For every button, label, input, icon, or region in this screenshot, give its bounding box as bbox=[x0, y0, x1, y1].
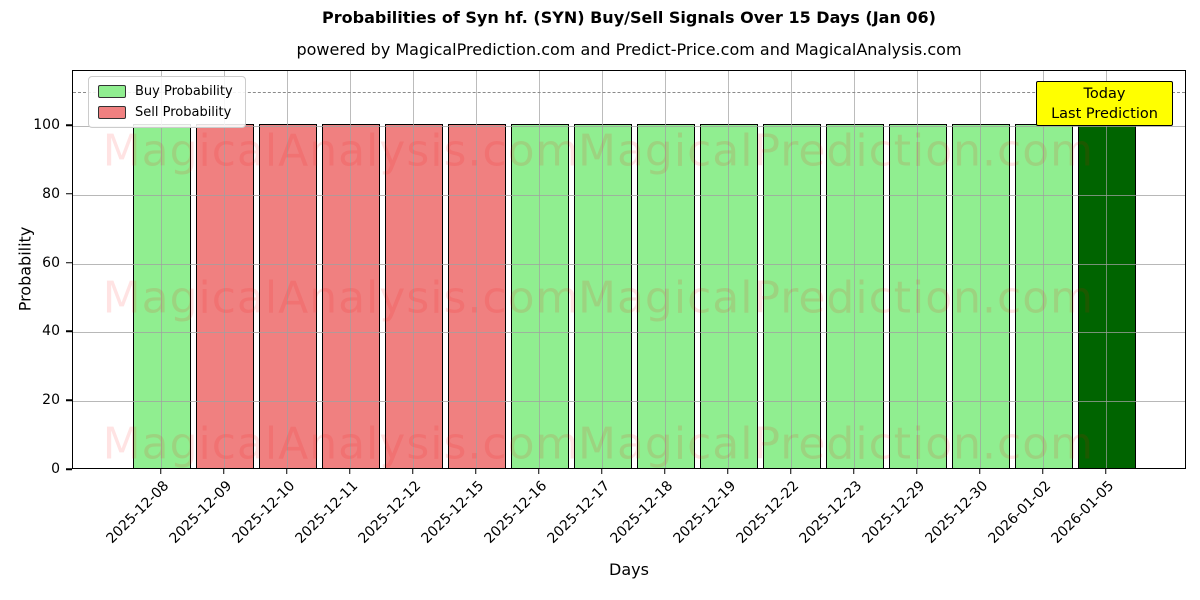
x-tick-mark bbox=[537, 469, 540, 474]
legend: Buy Probability Sell Probability bbox=[88, 76, 246, 128]
x-tick-mark bbox=[978, 469, 981, 474]
x-gridline bbox=[980, 71, 981, 468]
y-tick-mark bbox=[66, 468, 72, 470]
y-tick-label: 20 bbox=[42, 392, 60, 409]
x-axis-label: Days bbox=[609, 560, 649, 579]
x-gridline bbox=[287, 71, 288, 468]
y-tick-mark bbox=[66, 193, 72, 195]
y-gridline bbox=[73, 194, 1185, 196]
watermark-text: MagicalPrediction.com bbox=[578, 418, 1094, 470]
x-tick-mark bbox=[1041, 469, 1044, 474]
x-gridline bbox=[224, 71, 225, 468]
y-tick-label: 100 bbox=[33, 117, 60, 134]
x-tick-mark bbox=[726, 469, 729, 474]
chart-subtitle: powered by MagicalPrediction.com and Pre… bbox=[296, 40, 962, 59]
y-tick-label: 40 bbox=[42, 323, 60, 340]
x-tick-mark bbox=[1104, 469, 1107, 474]
plot-area: Buy Probability Sell Probability Today Las… bbox=[72, 70, 1186, 470]
threshold-dashed-line bbox=[73, 91, 1185, 93]
chart-title: Probabilities of Syn hf. (SYN) Buy/Sell … bbox=[322, 8, 936, 27]
x-tick-mark bbox=[663, 469, 666, 474]
x-tick-mark bbox=[159, 469, 162, 474]
x-gridline bbox=[476, 71, 477, 468]
x-gridline bbox=[1106, 71, 1107, 468]
y-gridline bbox=[73, 401, 1185, 403]
watermark-text: MagicalAnalysis.com bbox=[102, 418, 580, 470]
x-gridline bbox=[413, 71, 414, 468]
y-tick-label: 80 bbox=[42, 185, 60, 202]
x-gridline bbox=[161, 71, 162, 468]
watermark-text: MagicalAnalysis.com bbox=[102, 125, 580, 177]
y-gridline bbox=[73, 263, 1185, 265]
x-gridline bbox=[917, 71, 918, 468]
x-tick-mark bbox=[285, 469, 288, 474]
y-tick-label: 0 bbox=[51, 461, 60, 477]
x-tick-mark bbox=[222, 469, 225, 474]
x-tick-mark bbox=[411, 469, 414, 474]
x-gridline bbox=[854, 71, 855, 468]
today-annotation: Today Last Prediction bbox=[1036, 81, 1173, 126]
x-gridline bbox=[791, 71, 792, 468]
x-tick-mark bbox=[348, 469, 351, 474]
watermark-text: MagicalPrediction.com bbox=[578, 125, 1094, 177]
x-gridline bbox=[665, 71, 666, 468]
x-gridline bbox=[539, 71, 540, 468]
legend-item: Buy Probability bbox=[98, 84, 233, 99]
y-tick-label: 60 bbox=[42, 254, 60, 271]
legend-swatch bbox=[98, 85, 126, 98]
annotation-line: Today bbox=[1083, 85, 1126, 102]
watermark-text: MagicalAnalysis.com bbox=[102, 272, 580, 324]
annotation-line: Last Prediction bbox=[1051, 105, 1158, 122]
y-gridline bbox=[73, 332, 1185, 334]
y-tick-mark bbox=[66, 330, 72, 333]
legend-swatch bbox=[98, 106, 126, 119]
x-tick-mark bbox=[915, 469, 918, 474]
legend-label: Buy Probability bbox=[135, 84, 233, 99]
y-gridline bbox=[73, 126, 1185, 128]
legend-label: Sell Probability bbox=[135, 105, 232, 120]
x-tick-mark bbox=[789, 469, 792, 474]
x-gridline bbox=[350, 71, 351, 468]
x-tick-mark bbox=[852, 469, 855, 474]
x-tick-mark bbox=[600, 469, 603, 474]
legend-item: Sell Probability bbox=[98, 105, 233, 120]
y-tick-mark bbox=[66, 399, 72, 401]
watermark-text: MagicalPrediction.com bbox=[578, 272, 1094, 324]
y-tick-mark bbox=[66, 261, 72, 264]
y-tick-mark bbox=[66, 124, 72, 126]
x-gridline bbox=[1043, 71, 1044, 468]
x-gridline bbox=[602, 71, 603, 468]
x-tick-mark bbox=[474, 469, 477, 474]
x-gridline bbox=[728, 71, 729, 468]
